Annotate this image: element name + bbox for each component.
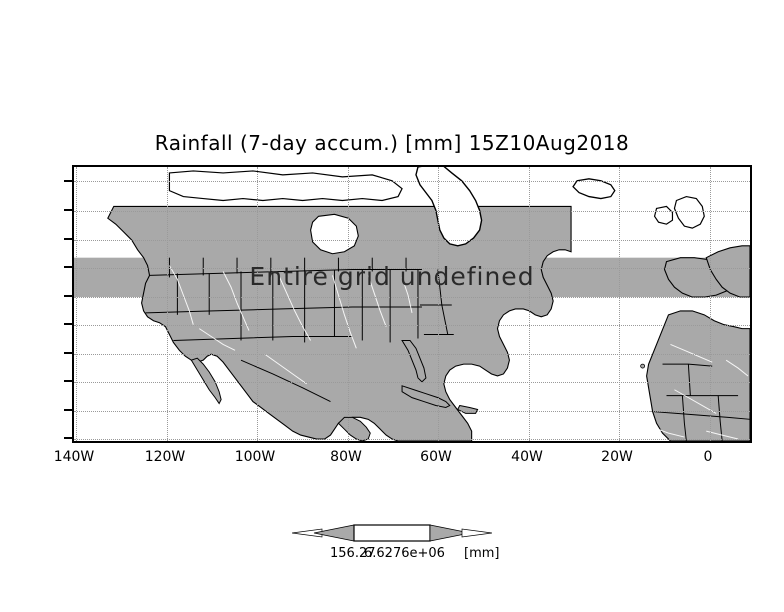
rivers (169, 265, 749, 440)
greenland (415, 167, 483, 247)
y-tick-mark (64, 238, 72, 240)
y-tick-mark (64, 295, 72, 297)
gridline-vertical (76, 167, 77, 441)
colorbar-graphic (291, 524, 493, 542)
map-plot-area (72, 165, 752, 443)
gridline-horizontal (74, 439, 750, 440)
page-title: Rainfall (7-day accum.) [mm] 15Z10Aug201… (154, 131, 630, 155)
colorbar-unit-label: [mm] (464, 546, 500, 561)
north-africa-landmass (646, 310, 750, 441)
baja-california (190, 357, 222, 405)
gridline-vertical (529, 167, 530, 441)
y-tick-mark (64, 266, 72, 268)
x-tick-label: 140W (53, 449, 95, 465)
gridline-horizontal (74, 325, 750, 326)
gridline-vertical (710, 167, 711, 441)
gridline-horizontal (74, 411, 750, 412)
canary-islands (640, 363, 646, 369)
x-tick-label: 80W (330, 449, 362, 465)
y-tick-mark (64, 209, 72, 211)
gridline-horizontal (74, 382, 750, 383)
x-tick-label: 100W (234, 449, 276, 465)
y-tick-mark (64, 437, 72, 439)
undefined-grid-message: Entire grid undefined (249, 262, 535, 291)
y-tick-mark (64, 352, 72, 354)
y-tick-mark (64, 323, 72, 325)
gridline-horizontal (74, 211, 750, 212)
gridline-horizontal (74, 354, 750, 355)
gridline-vertical (348, 167, 349, 441)
gridline-horizontal (74, 181, 750, 182)
map-canvas (74, 167, 750, 441)
colorbar[interactable]: 156.27 6.6276e+06 [mm] (291, 520, 499, 561)
ireland (653, 205, 674, 225)
gridline-vertical (619, 167, 620, 441)
british-isles (673, 195, 705, 229)
y-tick-mark (64, 409, 72, 411)
colorbar-right-cap (429, 524, 471, 542)
colorbar-right-outer-cap (461, 528, 493, 538)
colorbar-min-label: 156.27 (330, 546, 376, 561)
gridline-vertical (438, 167, 439, 441)
country-boundaries (240, 359, 750, 441)
x-tick-label: 60W (420, 449, 452, 465)
canadian-arctic (168, 170, 403, 202)
x-tick-label: 40W (511, 449, 543, 465)
gridline-vertical (167, 167, 168, 441)
florida-peninsula (401, 339, 427, 383)
y-tick-mark (64, 180, 72, 182)
yucatan-peninsula (337, 416, 371, 441)
gridline-horizontal (74, 268, 750, 269)
colorbar-center-box (353, 524, 431, 542)
iceland (572, 178, 616, 200)
gridline-vertical (257, 167, 258, 441)
colorbar-max-label: 6.6276e+06 (364, 546, 445, 561)
colorbar-left-cap (313, 524, 355, 542)
gridline-horizontal (74, 240, 750, 241)
x-tick-label: 120W (144, 449, 186, 465)
cuba (401, 385, 451, 409)
x-tick-label: 20W (601, 449, 633, 465)
x-tick-label: 0 (703, 449, 713, 465)
y-tick-mark (64, 380, 72, 382)
gridline-horizontal (74, 297, 750, 298)
hispaniola (457, 404, 479, 414)
